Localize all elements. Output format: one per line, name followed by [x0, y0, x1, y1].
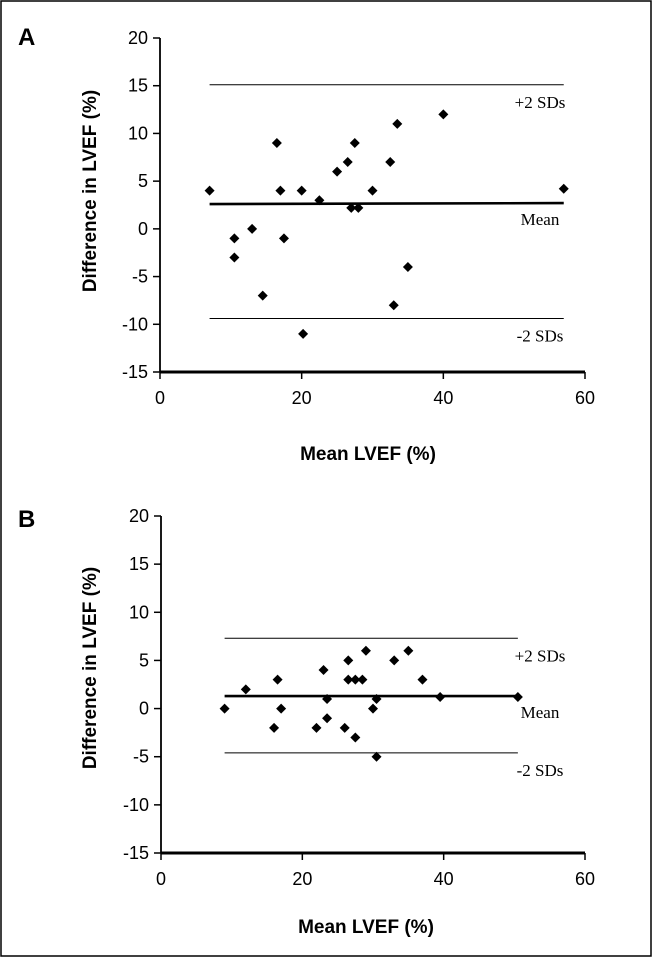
panel-a-data-point: [257, 290, 268, 301]
panel-a-data-point: [229, 233, 240, 244]
panel-a-x-tick-label: 40: [433, 388, 453, 408]
panel-b-letter: B: [18, 506, 35, 533]
panel-b-plot-area: -15 -10 -5 0 5 10 15 20 0 20 40 60 +2 SDs Mean -2 SDs: [123, 506, 595, 889]
panel-b-y-tick-label: -10: [123, 795, 149, 815]
panel-a-data-point: [349, 137, 360, 148]
panel-a-data-point: [392, 118, 403, 129]
panel-b-data-point: [371, 693, 382, 704]
panel-b-data-point: [322, 713, 333, 724]
panel-a-data-point: [438, 109, 449, 120]
panel-a-y-tick-label: 15: [128, 76, 148, 96]
panel-b-y-tick-label: 5: [139, 650, 149, 670]
panel-a-x-tick-label: 0: [155, 388, 165, 408]
panel-a-mean-line: [209, 201, 564, 206]
panel-a-y-tick-label: 20: [128, 28, 148, 48]
panel-a-y-tick-label: 0: [138, 219, 148, 239]
panel-b-y-tick-label: 0: [139, 699, 149, 719]
panel-b-data-point: [368, 703, 378, 714]
panel-b-y-axis-title: Difference in LVEF (%): [80, 567, 101, 769]
panel-b-data-point: [322, 693, 333, 704]
panel-b: B Difference in LVEF (%) Mean LVEF (%) -…: [18, 506, 595, 938]
panel-a-data-point: [402, 262, 413, 273]
panel-b-y-tick-label: 20: [129, 506, 149, 526]
panel-a-data-point: [298, 328, 309, 339]
panel-b-mean-label: Mean: [521, 703, 560, 722]
panel-b-x-tick-label: 20: [292, 869, 312, 889]
panel-b-data-point: [240, 684, 251, 695]
panel-a-data-point: [296, 185, 307, 196]
panel-a-data-point: [346, 202, 357, 213]
panel-a-data-point: [388, 300, 399, 311]
panel-b-data-point: [272, 674, 283, 685]
panel-a-x-tick-label: 60: [575, 388, 595, 408]
panel-a-y-tick-label: 5: [138, 171, 148, 191]
panel-a-data-point: [385, 157, 396, 168]
panel-b-data-point: [318, 665, 329, 676]
panel-a-data-point: [247, 223, 258, 234]
panel-b-data-point: [350, 674, 361, 685]
panel-b-data-point: [276, 703, 287, 714]
panel-b-data-point: [350, 732, 361, 743]
panel-a: A Difference in LVEF (%) Mean LVEF (%) -…: [18, 24, 595, 465]
panel-a-y-tick-label: -15: [122, 362, 148, 382]
panel-b-data-point: [269, 722, 280, 733]
panel-a-data-point: [229, 252, 240, 263]
panel-a-data-point: [278, 233, 289, 244]
panel-b-data-point: [403, 645, 414, 656]
panel-a-plot-area: -15 -10 -5 0 5 10 15 20 0 20 40 60 +2 SDs Mean -2 SDs: [122, 28, 595, 408]
panel-a-x-tick-label: 20: [292, 388, 312, 408]
panel-b-data-point: [343, 674, 354, 685]
panel-a-x-axis-title: Mean LVEF (%): [300, 444, 436, 465]
panel-a-y-axis-title: Difference in LVEF (%): [80, 90, 101, 292]
panel-b-data-point: [339, 722, 350, 733]
panel-b-y-tick-label: -5: [133, 747, 149, 767]
panel-a-y-tick-label: -5: [132, 267, 148, 287]
panel-a-data-point: [558, 183, 569, 194]
panel-a-data-point: [314, 195, 325, 206]
panel-b-data-point: [435, 692, 446, 703]
panel-a-data-point: [332, 166, 343, 177]
panel-b-data-point: [343, 655, 354, 666]
panel-b-x-tick-label: 40: [434, 869, 454, 889]
panel-b-data-point: [512, 692, 523, 703]
panel-b-x-tick-label: 0: [156, 869, 166, 889]
panel-a-mean-label: Mean: [521, 210, 560, 229]
panel-a-data-point: [204, 185, 215, 196]
panel-a-minus-2sd-label: -2 SDs: [517, 327, 564, 346]
panel-a-y-tick-label: 10: [128, 123, 148, 143]
panel-a-data-point: [342, 157, 353, 168]
panel-b-data-point: [357, 674, 368, 685]
panel-b-minus-2sd-label: -2 SDs: [517, 761, 564, 780]
panel-b-x-axis-title: Mean LVEF (%): [298, 917, 434, 938]
panel-b-data-point: [417, 674, 428, 685]
panel-b-y-tick-label: 15: [129, 554, 149, 574]
panel-a-data-point: [271, 137, 282, 148]
panel-a-letter: A: [18, 24, 35, 51]
panel-b-x-tick-label: 60: [575, 869, 595, 889]
panel-b-y-tick-label: 10: [129, 602, 149, 622]
panel-a-data-point: [275, 185, 286, 196]
panel-b-data-point: [371, 751, 382, 762]
panel-b-data-point: [360, 645, 371, 656]
panel-a-data-point: [367, 185, 378, 196]
panel-b-y-tick-label: -15: [123, 843, 149, 863]
panel-b-plus-2sd-label: +2 SDs: [515, 646, 566, 665]
panel-b-data-point: [219, 703, 230, 714]
panel-a-plus-2sd-label: +2 SDs: [515, 93, 566, 112]
panel-b-data-point: [389, 655, 400, 666]
panel-a-data-point: [353, 202, 364, 213]
panel-a-y-tick-label: -10: [122, 314, 148, 334]
panel-b-data-point: [311, 722, 322, 733]
